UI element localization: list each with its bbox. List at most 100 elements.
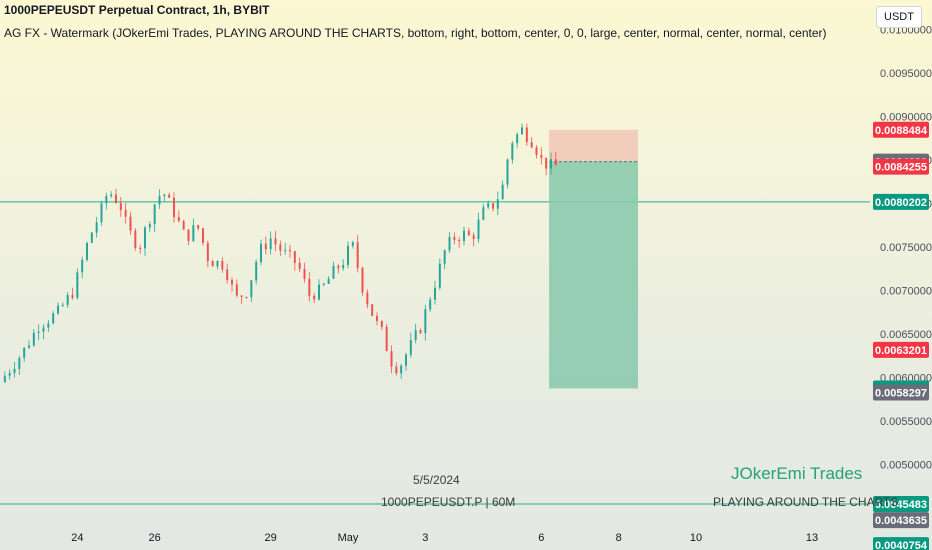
candle-110[interactable]: [535, 145, 538, 159]
candle-36[interactable]: [177, 210, 180, 223]
price-badge-7[interactable]: 0.0045483: [873, 496, 929, 513]
candle-49[interactable]: [240, 295, 243, 304]
candle-47[interactable]: [231, 277, 233, 292]
candle-86[interactable]: [419, 328, 422, 335]
candle-28[interactable]: [139, 244, 142, 254]
candle-12[interactable]: [61, 302, 64, 307]
candle-53[interactable]: [260, 239, 262, 266]
candle-37[interactable]: [182, 219, 185, 230]
candle-98[interactable]: [477, 212, 480, 243]
candle-27[interactable]: [134, 228, 137, 251]
candle-74[interactable]: [361, 266, 364, 297]
candle-68[interactable]: [332, 261, 335, 279]
candle-24[interactable]: [119, 196, 122, 217]
candle-42[interactable]: [206, 240, 209, 268]
candle-21[interactable]: [105, 192, 108, 210]
candle-48[interactable]: [235, 279, 238, 298]
candle-58[interactable]: [284, 242, 287, 255]
candle-11[interactable]: [57, 302, 59, 316]
price-badge-0[interactable]: 0.0088484: [873, 121, 929, 138]
candle-113[interactable]: [550, 152, 552, 175]
candle-55[interactable]: [269, 231, 272, 255]
candle-45[interactable]: [221, 257, 224, 273]
candle-22[interactable]: [110, 191, 113, 199]
candle-10[interactable]: [52, 311, 55, 325]
candle-95[interactable]: [463, 226, 465, 246]
candle-16[interactable]: [81, 256, 84, 279]
price-badge-8[interactable]: 0.0043635: [873, 512, 929, 529]
price-badge-2[interactable]: 0.0084255: [873, 158, 929, 175]
candle-69[interactable]: [337, 264, 340, 274]
candle-14[interactable]: [71, 287, 74, 300]
candle-46[interactable]: [226, 263, 229, 284]
candle-84[interactable]: [409, 332, 412, 358]
candle-102[interactable]: [496, 191, 499, 216]
price-badge-9[interactable]: 0.0040754: [873, 537, 929, 550]
indicator-legend[interactable]: AG FX - Watermark (JOkerEmi Trades, PLAY…: [4, 26, 827, 40]
price-badge-4[interactable]: 0.0063201: [873, 341, 929, 358]
candle-50[interactable]: [245, 296, 248, 299]
candle-65[interactable]: [318, 279, 320, 301]
candle-4[interactable]: [23, 347, 26, 362]
symbol-title[interactable]: 1000PEPEUSDT Perpetual Contract, 1h, BYB…: [4, 3, 270, 17]
candle-71[interactable]: [347, 241, 349, 269]
candle-99[interactable]: [482, 203, 485, 221]
candle-8[interactable]: [42, 324, 45, 340]
candle-57[interactable]: [279, 240, 282, 257]
candle-85[interactable]: [414, 323, 417, 344]
candle-109[interactable]: [530, 137, 533, 149]
candle-77[interactable]: [376, 312, 378, 326]
candle-100[interactable]: [487, 200, 490, 210]
candle-88[interactable]: [429, 297, 432, 312]
candle-104[interactable]: [506, 158, 509, 189]
candle-41[interactable]: [202, 227, 204, 246]
candle-108[interactable]: [525, 123, 528, 146]
candle-75[interactable]: [366, 289, 369, 309]
candle-15[interactable]: [76, 268, 79, 300]
candle-3[interactable]: [18, 355, 21, 375]
candle-64[interactable]: [313, 292, 316, 304]
candle-13[interactable]: [66, 292, 69, 308]
candle-67[interactable]: [327, 276, 330, 285]
candle-54[interactable]: [264, 236, 267, 255]
candle-89[interactable]: [434, 280, 436, 305]
candle-34[interactable]: [168, 192, 171, 198]
candle-105[interactable]: [511, 141, 514, 164]
currency-button[interactable]: USDT: [876, 6, 922, 28]
candle-101[interactable]: [492, 202, 494, 212]
candle-32[interactable]: [158, 189, 161, 210]
candle-94[interactable]: [458, 236, 461, 248]
take-profit-zone[interactable]: [549, 161, 638, 389]
candle-72[interactable]: [351, 240, 354, 249]
candle-61[interactable]: [298, 257, 301, 272]
candle-91[interactable]: [443, 249, 446, 270]
candle-59[interactable]: [289, 244, 291, 258]
candle-35[interactable]: [173, 192, 175, 223]
candle-83[interactable]: [405, 352, 407, 371]
candle-107[interactable]: [521, 123, 523, 135]
candle-5[interactable]: [28, 340, 30, 349]
candle-97[interactable]: [472, 232, 475, 247]
candle-92[interactable]: [448, 232, 451, 253]
candle-43[interactable]: [211, 259, 214, 267]
stop-loss-zone[interactable]: [549, 129, 638, 162]
candle-80[interactable]: [390, 345, 393, 374]
candle-1[interactable]: [8, 369, 11, 380]
candle-82[interactable]: [400, 363, 403, 380]
candle-51[interactable]: [250, 280, 253, 302]
candle-114[interactable]: [554, 152, 557, 166]
candle-9[interactable]: [47, 319, 50, 332]
candle-38[interactable]: [187, 229, 190, 246]
candle-103[interactable]: [501, 180, 504, 200]
candle-25[interactable]: [124, 202, 127, 224]
candle-30[interactable]: [148, 221, 151, 233]
candle-112[interactable]: [545, 157, 548, 176]
candle-26[interactable]: [129, 211, 132, 235]
candle-2[interactable]: [13, 361, 16, 378]
candle-73[interactable]: [356, 235, 359, 273]
candle-78[interactable]: [380, 320, 383, 331]
candle-29[interactable]: [144, 225, 146, 256]
candle-81[interactable]: [395, 362, 398, 376]
candle-62[interactable]: [303, 262, 306, 283]
